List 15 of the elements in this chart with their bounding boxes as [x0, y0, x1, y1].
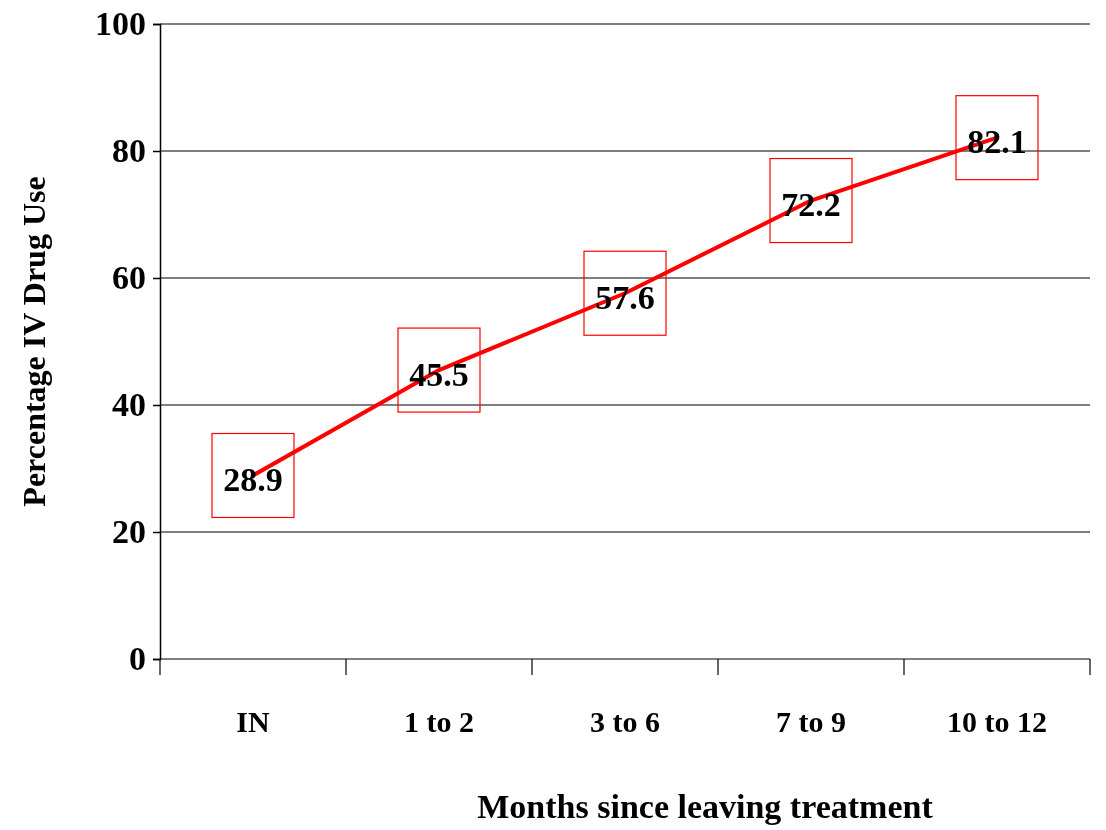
y-axis-title: Percentage IV Drug Use	[16, 176, 52, 507]
data-label: 28.9	[223, 460, 283, 498]
data-label: 82.1	[967, 123, 1027, 161]
x-axis-title: Months since leaving treatment	[477, 788, 934, 825]
y-tick-label: 20	[112, 513, 146, 551]
x-tick-label: 1 to 2	[404, 705, 474, 738]
y-tick-label: 100	[95, 5, 146, 43]
x-tick-label: 3 to 6	[590, 705, 660, 738]
y-tick-label: 80	[112, 132, 146, 170]
y-tick-label: 60	[112, 259, 146, 297]
y-tick-label: 0	[129, 640, 146, 678]
x-tick-label: 7 to 9	[776, 705, 846, 738]
x-tick-label: IN	[236, 705, 270, 738]
y-tick-label: 40	[112, 386, 146, 424]
x-tick-label: 10 to 12	[947, 705, 1047, 738]
